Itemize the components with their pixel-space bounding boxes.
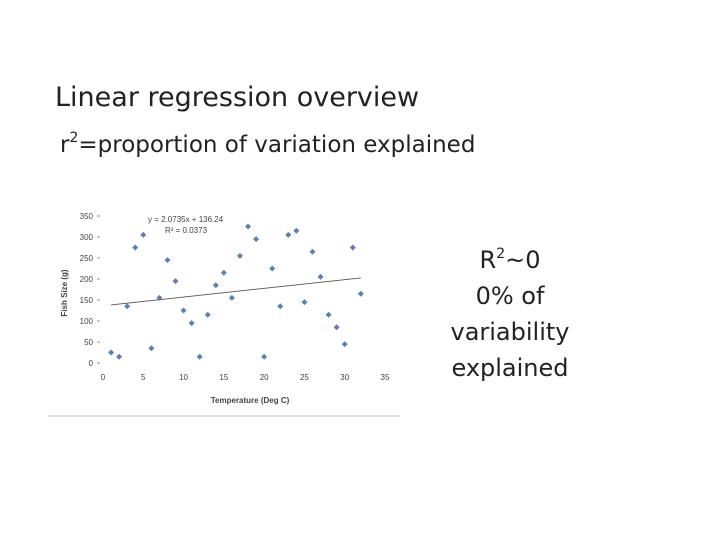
data-point: [293, 227, 300, 234]
y-axis-ticks: 0 50 100 150 200 250 300 350: [80, 212, 100, 368]
y-axis-label: Fish Size (g): [60, 269, 69, 316]
note-rest: ~0: [505, 246, 541, 274]
x-tick-label: 30: [340, 373, 349, 382]
data-point: [261, 353, 268, 360]
data-point: [188, 320, 195, 327]
data-point: [317, 273, 324, 280]
note-line-1: R2~0: [440, 242, 580, 278]
subtitle-rest: =proportion of variation explained: [78, 132, 476, 158]
data-point: [269, 265, 276, 272]
data-point: [116, 353, 123, 360]
data-point: [341, 341, 348, 348]
slide-subtitle: r2=proportion of variation explained: [60, 130, 476, 158]
note-line-3: variability: [450, 318, 570, 346]
x-tick-label: 35: [381, 373, 390, 382]
y-tick-label: 100: [80, 317, 94, 326]
x-tick-label: 5: [141, 373, 146, 382]
data-point: [108, 349, 115, 356]
data-point: [156, 294, 163, 301]
data-points: [108, 223, 364, 360]
x-axis-ticks: 0 5 10 15 20 25 30 35: [101, 373, 390, 382]
data-point: [132, 244, 139, 251]
slide-title: Linear regression overview: [55, 82, 420, 113]
data-point: [277, 303, 284, 310]
data-point: [349, 244, 356, 251]
subtitle-prefix: r: [60, 132, 70, 158]
y-tick-label: 0: [89, 359, 94, 368]
x-tick-label: 25: [300, 373, 309, 382]
subtitle-superscript: 2: [69, 130, 79, 146]
y-tick-label: 350: [80, 212, 94, 221]
data-point: [220, 269, 227, 276]
y-tick-label: 50: [84, 338, 93, 347]
x-tick-label: 0: [101, 373, 106, 382]
data-point: [212, 282, 219, 289]
trendline-equation: y = 2.0735x + 136.24: [148, 215, 224, 224]
data-point: [196, 353, 203, 360]
y-tick-label: 250: [80, 254, 94, 263]
x-tick-label: 10: [179, 373, 188, 382]
data-point: [285, 231, 292, 238]
trendline: [111, 277, 361, 306]
y-tick-label: 200: [80, 275, 94, 284]
data-point: [325, 311, 332, 318]
data-point: [180, 307, 187, 314]
data-point: [172, 278, 179, 285]
y-tick-label: 150: [80, 296, 94, 305]
y-tick-label: 300: [80, 233, 94, 242]
x-tick-label: 15: [219, 373, 228, 382]
scatter-chart: 0 50 100 150 200 250 300 350 0 5 10 15 20 25 30 35 y =…: [48, 203, 400, 418]
note-line-2: 0% of: [475, 282, 545, 310]
scatter-chart-svg: 0 50 100 150 200 250 300 350 0 5 10 15 20 25 30 35 y =…: [48, 212, 400, 417]
data-point: [333, 324, 340, 331]
note-line-4: explained: [451, 354, 569, 382]
data-point: [301, 299, 308, 306]
x-tick-label: 20: [260, 373, 269, 382]
r-squared-label: R² = 0.0373: [165, 226, 208, 235]
data-point: [236, 252, 243, 259]
data-point: [164, 257, 171, 264]
data-point: [140, 231, 147, 238]
note-prefix: R: [479, 246, 497, 274]
data-point: [309, 248, 316, 255]
data-point: [357, 290, 364, 297]
data-point: [245, 223, 252, 230]
data-point: [204, 311, 211, 318]
data-point: [148, 345, 155, 352]
note-superscript: 2: [496, 246, 506, 262]
x-axis-label: Temperature (Deg C): [211, 396, 290, 405]
data-point: [124, 303, 131, 310]
r-squared-note: R2~0 0% of variability explained: [440, 242, 580, 386]
data-point: [253, 236, 260, 243]
data-point: [228, 294, 235, 301]
